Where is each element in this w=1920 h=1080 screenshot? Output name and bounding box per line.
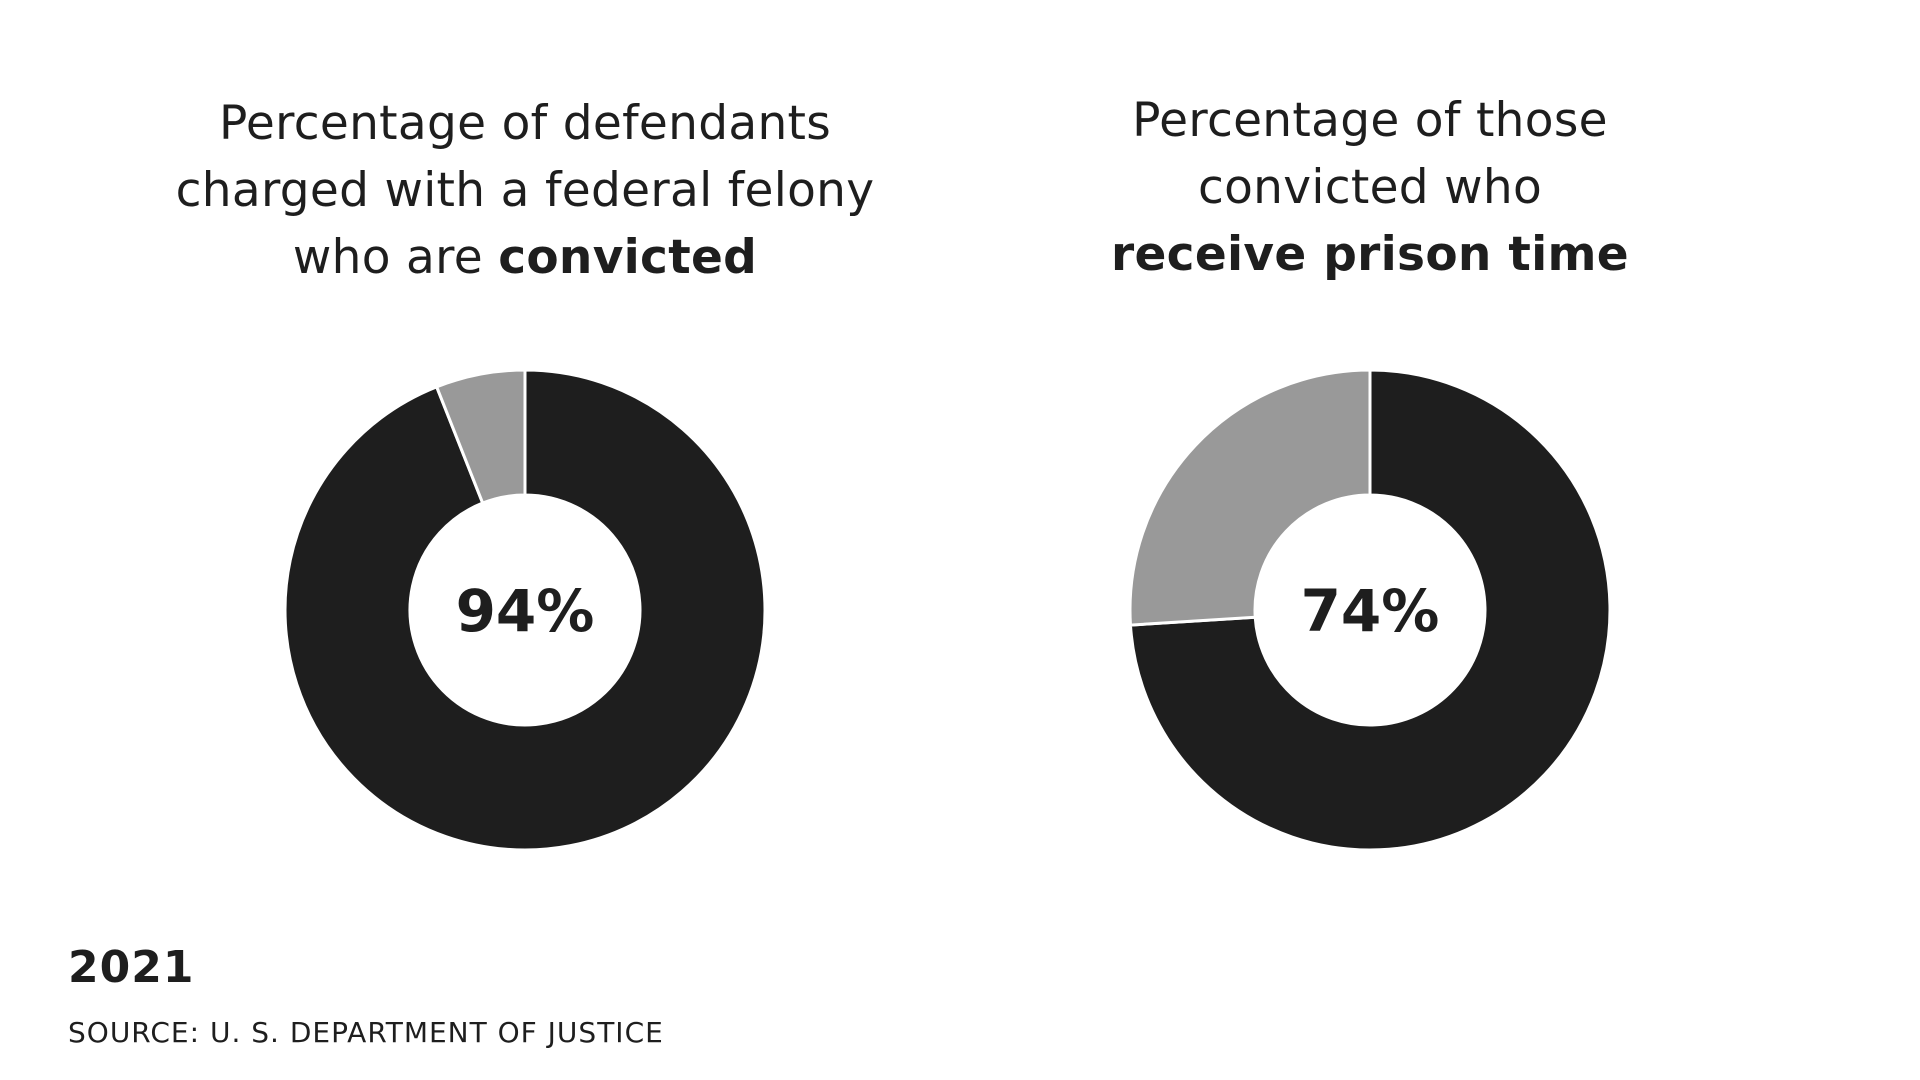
chart-convicted: Percentage of defendants charged with a … <box>45 0 1005 1080</box>
title-text: charged with a federal felony <box>175 163 875 218</box>
title-emphasis: receive prison time <box>1111 227 1629 282</box>
title-line-1: Percentage of those <box>890 87 1850 154</box>
title-text: Percentage of those <box>1132 93 1608 148</box>
donut-slice-1 <box>283 368 767 852</box>
title-line-1: Percentage of defendants <box>45 90 1005 157</box>
center-percentage-label: 74% <box>1301 577 1440 645</box>
donut-slice-2 <box>434 368 527 506</box>
chart-prison-time: Percentage of those convicted who receiv… <box>890 0 1850 1080</box>
title-line-3: receive prison time <box>890 221 1850 288</box>
donut-chart: 94% <box>283 368 767 852</box>
title-line-3: who are convicted <box>45 224 1005 291</box>
title-line-2: convicted who <box>890 154 1850 221</box>
donut-slice-1 <box>1128 368 1612 852</box>
center-percentage-label: 94% <box>456 577 595 645</box>
donut-chart: 74% <box>1128 368 1612 852</box>
chart-title: Percentage of those convicted who receiv… <box>890 87 1850 288</box>
footer-year: 2021 <box>68 942 195 993</box>
footer-source: SOURCE: U. S. DEPARTMENT OF JUSTICE <box>68 1016 664 1049</box>
title-text: convicted who <box>1197 160 1543 215</box>
title-line-2: charged with a federal felony <box>45 157 1005 224</box>
chart-title: Percentage of defendants charged with a … <box>45 90 1005 291</box>
donut-slice-2 <box>1128 368 1372 627</box>
title-text: who are <box>292 230 499 285</box>
title-text: Percentage of defendants <box>218 96 832 151</box>
title-emphasis: convicted <box>498 230 758 285</box>
